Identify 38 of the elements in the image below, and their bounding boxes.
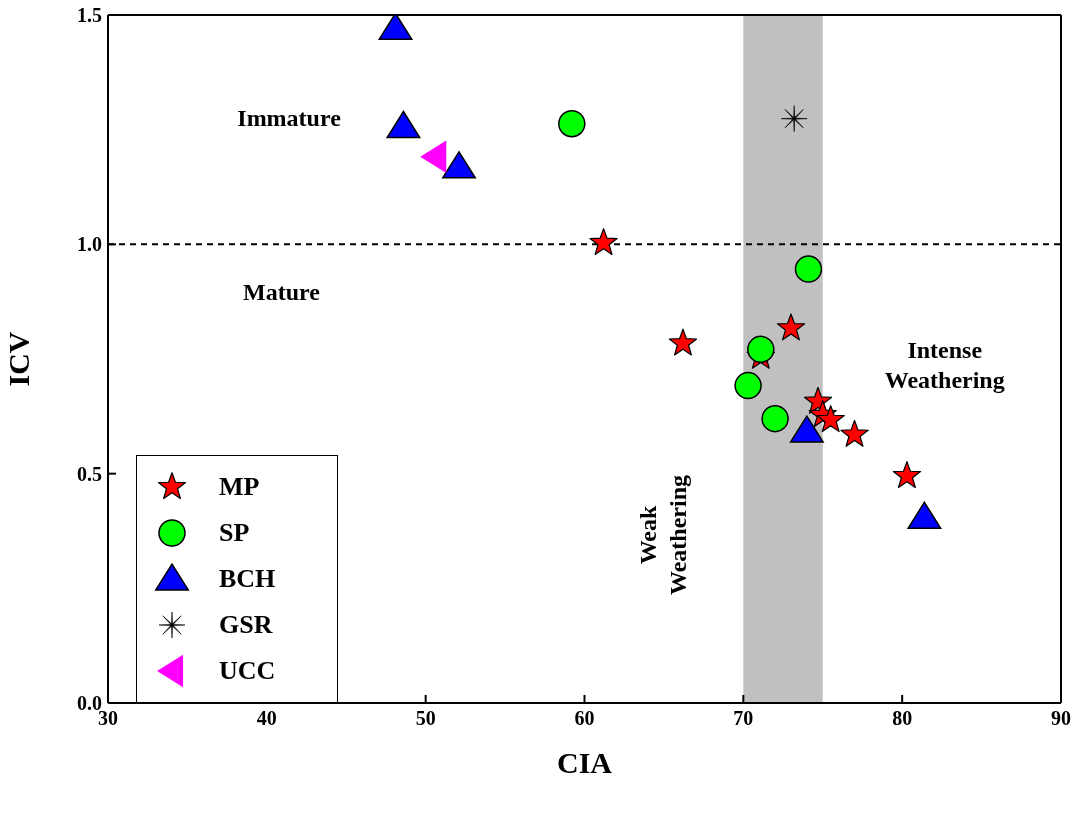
point <box>734 371 762 400</box>
point <box>840 419 869 447</box>
point <box>776 313 806 341</box>
point <box>794 255 823 283</box>
point <box>816 405 845 433</box>
point <box>589 228 618 256</box>
point <box>668 328 698 356</box>
point <box>442 151 477 179</box>
x-axis-title: CIA <box>556 746 613 779</box>
point <box>892 461 922 489</box>
point <box>378 15 413 41</box>
point <box>747 335 775 364</box>
point <box>761 404 789 433</box>
point <box>420 140 447 173</box>
y-tick-label: 1.0 <box>77 233 102 256</box>
legend-label: GSR <box>219 610 273 640</box>
legend-label: BCH <box>219 564 276 594</box>
annotation: Intense Weathering <box>884 335 1005 395</box>
y-tick-label: 0.5 <box>77 462 102 485</box>
y-axis-title: ICV <box>1 331 35 387</box>
x-tick-label: 50 <box>415 707 436 730</box>
legend-label: SP <box>219 518 250 548</box>
point <box>386 110 421 139</box>
point <box>789 415 824 443</box>
point <box>780 105 808 132</box>
annotation: Mature <box>243 277 320 307</box>
x-tick-label: 40 <box>256 707 277 730</box>
x-tick-label: 60 <box>574 707 595 730</box>
legend-label: MP <box>219 472 260 502</box>
annotation: Immature <box>237 103 341 133</box>
y-tick-label: 1.5 <box>77 4 102 27</box>
point <box>558 109 586 138</box>
point <box>907 501 942 530</box>
annotation: Weak Weathering <box>633 475 692 596</box>
x-tick-label: 90 <box>1051 707 1071 730</box>
x-tick-label: 80 <box>892 707 913 730</box>
legend-label: UCC <box>219 656 276 686</box>
x-tick-label: 70 <box>733 707 754 730</box>
